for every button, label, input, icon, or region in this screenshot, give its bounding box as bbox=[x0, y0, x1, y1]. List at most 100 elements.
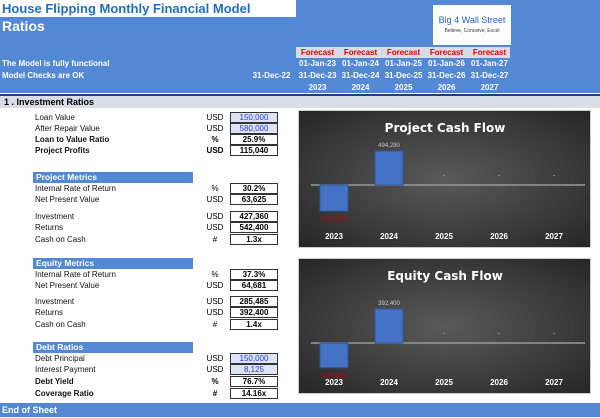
column-year: 2025 bbox=[394, 83, 413, 92]
x-tick-label: 2027 bbox=[545, 232, 563, 241]
row-label: Returns bbox=[35, 223, 64, 232]
sheet-title: Ratios bbox=[2, 18, 45, 34]
data-label: 494,290 bbox=[378, 143, 400, 149]
column-label: Forecast bbox=[386, 48, 421, 57]
data-label: - bbox=[498, 173, 500, 179]
column-label: Forecast bbox=[300, 48, 335, 57]
model-title: House Flipping Monthly Financial Model bbox=[0, 0, 296, 17]
row-unit: USD bbox=[206, 354, 224, 363]
column-year: 2026 bbox=[437, 83, 456, 92]
row-label: Loan to Value Ratio bbox=[35, 135, 110, 144]
row-label: Net Present Value bbox=[35, 281, 100, 290]
row-value[interactable]: 150,000 bbox=[230, 353, 278, 364]
row-label: After Repair Value bbox=[35, 124, 100, 133]
column-start: 01-Jan-23 bbox=[299, 59, 336, 68]
row-unit: % bbox=[211, 377, 219, 386]
column-label: Forecast bbox=[429, 48, 464, 57]
row-value: 63,625 bbox=[230, 194, 278, 205]
row-value: 1.3x bbox=[230, 234, 278, 245]
equity-cash-flow-chart: Equity Cash Flow (285,485) 2023 392,400 2024… bbox=[298, 258, 591, 394]
column-end: 31-Dec-26 bbox=[427, 71, 466, 80]
x-tick-label: 2024 bbox=[380, 378, 398, 387]
row-value: 1.4x bbox=[230, 319, 278, 330]
row-value[interactable]: 580,000 bbox=[230, 123, 278, 134]
forecast-row bbox=[296, 47, 510, 58]
row-unit: USD bbox=[206, 195, 224, 204]
column-end: 31-Dec-23 bbox=[298, 71, 337, 80]
row-label: Coverage Ratio bbox=[35, 389, 94, 398]
row-unit: USD bbox=[206, 308, 224, 317]
row-value: 115,040 bbox=[230, 145, 278, 156]
project-cash-flow-chart: Project Cash Flow (379,290) 2023 494,290 202… bbox=[298, 110, 591, 248]
row-unit: % bbox=[211, 270, 219, 279]
row-unit: USD bbox=[206, 281, 224, 290]
row-value: 14.16x bbox=[230, 388, 278, 399]
row-unit: USD bbox=[206, 297, 224, 306]
row-label: Loan Value bbox=[35, 113, 75, 122]
section-header: 1 . Investment Ratios bbox=[0, 94, 600, 108]
x-tick-label: 2025 bbox=[435, 232, 453, 241]
row-label: Internal Rate of Return bbox=[35, 184, 116, 193]
bar bbox=[319, 342, 349, 369]
data-label: - bbox=[443, 331, 445, 337]
row-label: Returns bbox=[35, 308, 64, 317]
row-unit: USD bbox=[206, 212, 224, 221]
chart-title: Equity Cash Flow bbox=[387, 269, 503, 283]
column-end: 31-Dec-27 bbox=[470, 71, 509, 80]
row-unit: USD bbox=[206, 113, 224, 122]
opening-date: 31-Dec-22 bbox=[252, 71, 291, 80]
row-label: Cash on Cash bbox=[35, 320, 86, 329]
column-start: 01-Jan-27 bbox=[471, 59, 508, 68]
row-label: Debt Principal bbox=[35, 354, 85, 363]
data-label: 392,400 bbox=[378, 301, 400, 307]
row-unit: USD bbox=[206, 223, 224, 232]
row-value: 392,400 bbox=[230, 307, 278, 318]
x-tick-label: 2023 bbox=[325, 378, 343, 387]
bar bbox=[374, 308, 404, 344]
row-label: Investment bbox=[35, 297, 75, 306]
row-value: 37.3% bbox=[230, 269, 278, 280]
row-unit: # bbox=[212, 389, 218, 398]
end-of-sheet: End of Sheet bbox=[0, 403, 600, 417]
row-label: Internal Rate of Return bbox=[35, 270, 116, 279]
row-unit: # bbox=[212, 235, 218, 244]
row-unit: USD bbox=[206, 146, 224, 155]
column-end: 31-Dec-24 bbox=[341, 71, 380, 80]
row-value: 427,360 bbox=[230, 211, 278, 222]
column-year: 2024 bbox=[351, 83, 370, 92]
column-year: 2027 bbox=[480, 83, 499, 92]
row-value: 25.9% bbox=[230, 134, 278, 145]
row-value: 285,485 bbox=[230, 296, 278, 307]
row-unit: % bbox=[211, 135, 219, 144]
row-value[interactable]: 150,000 bbox=[230, 112, 278, 123]
column-year: 2023 bbox=[308, 83, 327, 92]
x-tick-label: 2026 bbox=[490, 378, 508, 387]
row-unit: % bbox=[211, 184, 219, 193]
data-label: - bbox=[553, 173, 555, 179]
x-tick-label: 2024 bbox=[380, 232, 398, 241]
project-metrics-header: Project Metrics bbox=[33, 172, 193, 183]
data-label: (379,290) bbox=[321, 217, 347, 223]
data-label: (285,485) bbox=[321, 374, 347, 380]
data-label: - bbox=[498, 331, 500, 337]
row-label: Investment bbox=[35, 212, 75, 221]
data-label: - bbox=[443, 173, 445, 179]
bar bbox=[374, 150, 404, 186]
column-start: 01-Jan-24 bbox=[342, 59, 379, 68]
row-unit: # bbox=[212, 320, 218, 329]
column-end: 31-Dec-25 bbox=[384, 71, 423, 80]
row-value: 76.7% bbox=[230, 376, 278, 387]
debt-ratios-header: Debt Ratios bbox=[33, 342, 193, 353]
row-value[interactable]: 8,125 bbox=[230, 364, 278, 375]
column-label: Forecast bbox=[472, 48, 507, 57]
row-value: 64,681 bbox=[230, 280, 278, 291]
chart-title: Project Cash Flow bbox=[385, 121, 506, 135]
row-label: Interest Payment bbox=[35, 365, 96, 374]
x-tick-label: 2025 bbox=[435, 378, 453, 387]
bar bbox=[319, 184, 349, 212]
row-unit: USD bbox=[206, 365, 224, 374]
row-label: Net Present Value bbox=[35, 195, 100, 204]
row-label: Project Profits bbox=[35, 146, 90, 155]
equity-metrics-header: Equity Metrics bbox=[33, 258, 193, 269]
row-value: 30.2% bbox=[230, 183, 278, 194]
